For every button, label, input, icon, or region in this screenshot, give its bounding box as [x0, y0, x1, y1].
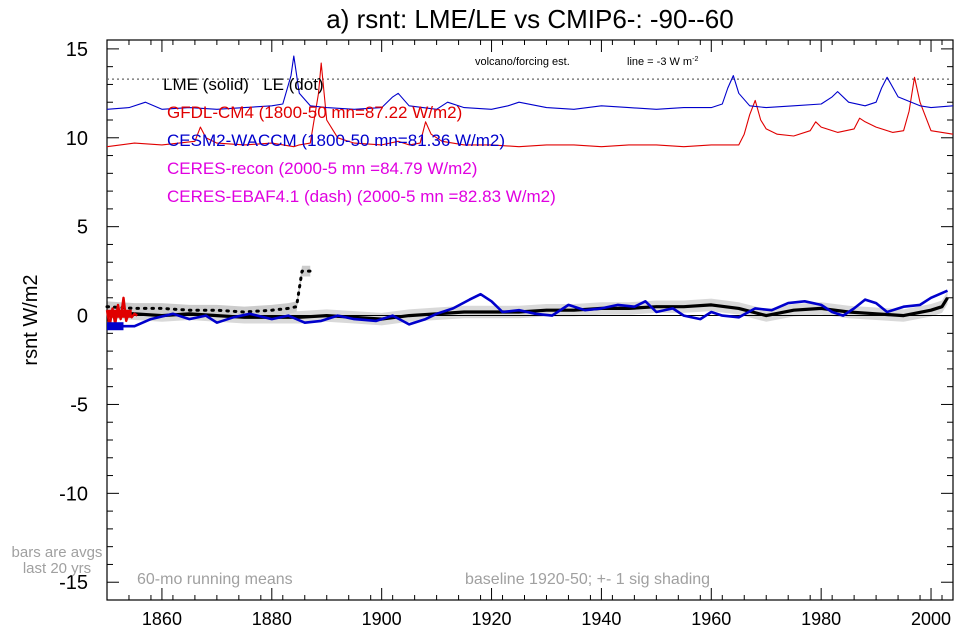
x-tick-label: 1920 — [472, 609, 512, 629]
note-last-20-yrs: last 20 yrs — [23, 560, 91, 577]
legend-entry-lme: LME (solid) LE (dot) — [163, 75, 324, 94]
legend-entry-cesm2: CESM2-WACCM (1800-50 mn=81.36 W/m2) — [167, 131, 505, 150]
note-baseline: baseline 1920-50; +- 1 sig shading — [465, 571, 710, 588]
axis-ticks: 1860 1880 1900 1920 1940 1960 1980 2000 15 10 5 0 -5… — [59, 39, 953, 629]
x-tick-label: 1980 — [801, 609, 841, 629]
x-tick-label: 1940 — [581, 609, 621, 629]
legend-entry-ceres-ebaf: CERES-EBAF4.1 (dash) (2000-5 mn =82.83 W… — [167, 187, 556, 206]
y-tick-label: 10 — [66, 128, 88, 150]
note-bars-avgs: bars are avgs — [12, 544, 103, 561]
series-line-cesm2-waccm-anomaly — [107, 289, 949, 328]
plot-frame — [106, 39, 954, 601]
series-line-lme-solid — [106, 296, 949, 321]
series-line-gfdl-cm4 — [106, 62, 954, 148]
avg-bar-gfdl — [107, 309, 132, 318]
avg-bar-cesm2 — [107, 322, 124, 331]
y-tick-label: 5 — [77, 217, 88, 239]
x-tick-label: 2000 — [911, 609, 951, 629]
y-tick-label: -5 — [70, 394, 88, 416]
series-lines — [105, 55, 954, 331]
y-tick-label: 15 — [66, 39, 88, 61]
y-tick-label: -15 — [59, 572, 88, 594]
series-line-cesm2-waccm — [106, 55, 954, 110]
series-line-le-dot — [105, 269, 312, 314]
x-tick-label: 1880 — [252, 609, 292, 629]
legend-entry-gfdl: GFDL-CM4 (1800-50 mn=87.22 W/m2) — [167, 103, 462, 122]
note-running-means: 60-mo running means — [137, 571, 293, 588]
legend-entry-ceres-recon: CERES-recon (2000-5 mn =84.79 W/m2) — [167, 159, 477, 178]
legend: LME (solid) LE (dot) GFDL-CM4 (1800-50 m… — [163, 75, 556, 206]
chart-title: a) rsnt: LME/LE vs CMIP6-: -90--60 — [326, 4, 733, 34]
x-tick-label: 1860 — [142, 609, 182, 629]
le-sigma-band — [107, 265, 311, 318]
ref-label-right: line = -3 W m-2 — [627, 56, 698, 68]
y-tick-label: -10 — [59, 483, 88, 505]
x-tick-label: 1900 — [362, 609, 402, 629]
x-tick-label: 1960 — [691, 609, 731, 629]
ref-label-left: volcano/forcing est. — [475, 56, 570, 68]
y-tick-label: 0 — [77, 306, 88, 328]
y-axis-label: rsnt W/m2 — [20, 274, 42, 365]
